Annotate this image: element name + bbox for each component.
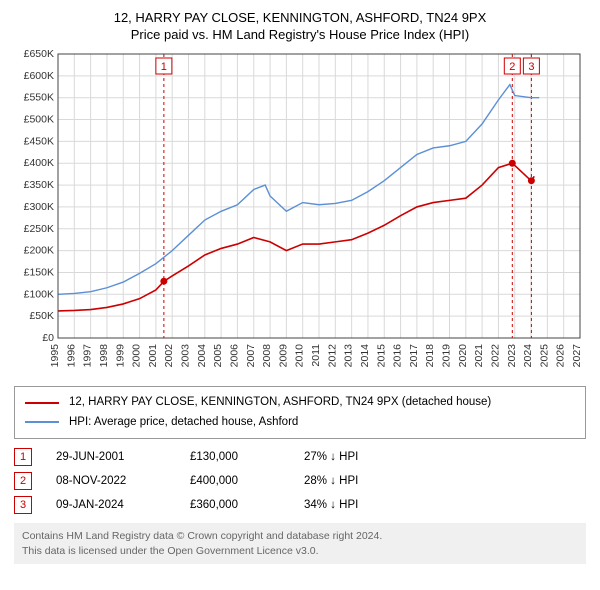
event-date: 29-JUN-2001: [56, 451, 166, 463]
legend-item: HPI: Average price, detached house, Ashf…: [25, 413, 575, 433]
svg-text:2014: 2014: [359, 344, 371, 368]
svg-text:2010: 2010: [294, 344, 306, 368]
svg-text:2011: 2011: [310, 344, 322, 367]
svg-text:2000: 2000: [131, 344, 143, 368]
legend-swatch: [25, 421, 59, 423]
svg-text:2019: 2019: [441, 344, 453, 368]
svg-text:1998: 1998: [98, 344, 110, 368]
svg-text:2024: 2024: [522, 344, 534, 368]
svg-text:2027: 2027: [571, 344, 583, 368]
svg-text:2018: 2018: [424, 344, 436, 368]
svg-text:3: 3: [528, 61, 534, 73]
legend: 12, HARRY PAY CLOSE, KENNINGTON, ASHFORD…: [14, 386, 586, 439]
svg-text:£400K: £400K: [24, 157, 54, 169]
svg-text:2009: 2009: [277, 344, 289, 368]
event-price: £400,000: [190, 475, 280, 487]
svg-text:2007: 2007: [245, 344, 257, 368]
svg-text:2013: 2013: [343, 344, 355, 368]
svg-text:£50K: £50K: [29, 310, 54, 322]
svg-text:2001: 2001: [147, 344, 159, 368]
svg-text:£550K: £550K: [24, 92, 54, 104]
svg-text:£450K: £450K: [24, 135, 54, 147]
svg-text:2017: 2017: [408, 344, 420, 368]
svg-text:2023: 2023: [506, 344, 518, 368]
event-price: £360,000: [190, 499, 280, 511]
svg-text:£500K: £500K: [24, 114, 54, 126]
event-date: 09-JAN-2024: [56, 499, 166, 511]
svg-text:1995: 1995: [49, 344, 61, 368]
svg-text:2022: 2022: [489, 344, 501, 368]
price-chart: £0 £50K £100K £150K £200K £250K £300K £350K £400…: [10, 48, 590, 378]
svg-text:2005: 2005: [212, 344, 224, 368]
svg-text:1997: 1997: [82, 344, 94, 368]
svg-text:£250K: £250K: [24, 223, 54, 235]
event-badge: 3: [14, 496, 32, 514]
svg-text:2015: 2015: [375, 344, 387, 368]
svg-text:2006: 2006: [228, 344, 240, 368]
event-badge: 2: [14, 472, 32, 490]
svg-text:2025: 2025: [538, 344, 550, 368]
footer-attribution: Contains HM Land Registry data © Crown c…: [14, 523, 586, 564]
events-table: 1 29-JUN-2001 £130,000 27% ↓ HPI 2 08-NOV-202…: [14, 445, 586, 517]
svg-text:£0: £0: [42, 332, 54, 344]
event-date: 08-NOV-2022: [56, 475, 166, 487]
event-row: 1 29-JUN-2001 £130,000 27% ↓ HPI: [14, 445, 586, 469]
svg-text:2008: 2008: [261, 344, 273, 368]
svg-text:2016: 2016: [392, 344, 404, 368]
event-pct: 27% ↓ HPI: [304, 451, 358, 463]
event-row: 2 08-NOV-2022 £400,000 28% ↓ HPI: [14, 469, 586, 493]
svg-text:2021: 2021: [473, 344, 485, 368]
legend-label: HPI: Average price, detached house, Ashf…: [69, 413, 298, 433]
event-badge: 1: [14, 448, 32, 466]
svg-text:2020: 2020: [457, 344, 469, 368]
svg-text:1: 1: [161, 61, 167, 73]
svg-text:2026: 2026: [555, 344, 567, 368]
footer-line2: This data is licensed under the Open Gov…: [22, 544, 578, 559]
legend-swatch: [25, 402, 59, 404]
svg-text:£100K: £100K: [24, 288, 54, 300]
footer-line1: Contains HM Land Registry data © Crown c…: [22, 529, 578, 544]
svg-text:2012: 2012: [326, 344, 338, 368]
svg-text:£200K: £200K: [24, 245, 54, 257]
event-row: 3 09-JAN-2024 £360,000 34% ↓ HPI: [14, 493, 586, 517]
event-pct: 28% ↓ HPI: [304, 475, 358, 487]
svg-text:1999: 1999: [114, 344, 126, 368]
event-price: £130,000: [190, 451, 280, 463]
svg-text:£650K: £650K: [24, 48, 54, 60]
chart-title-line1: 12, HARRY PAY CLOSE, KENNINGTON, ASHFORD…: [10, 10, 590, 25]
chart-title-line2: Price paid vs. HM Land Registry's House …: [10, 27, 590, 42]
legend-label: 12, HARRY PAY CLOSE, KENNINGTON, ASHFORD…: [69, 393, 491, 413]
svg-text:1996: 1996: [65, 344, 77, 368]
svg-text:£300K: £300K: [24, 201, 54, 213]
svg-text:£150K: £150K: [24, 266, 54, 278]
legend-item: 12, HARRY PAY CLOSE, KENNINGTON, ASHFORD…: [25, 393, 575, 413]
svg-text:£350K: £350K: [24, 179, 54, 191]
svg-text:2002: 2002: [163, 344, 175, 368]
svg-text:£600K: £600K: [24, 70, 54, 82]
svg-text:2004: 2004: [196, 344, 208, 368]
svg-text:2003: 2003: [180, 344, 192, 368]
event-pct: 34% ↓ HPI: [304, 499, 358, 511]
svg-text:2: 2: [509, 61, 515, 73]
